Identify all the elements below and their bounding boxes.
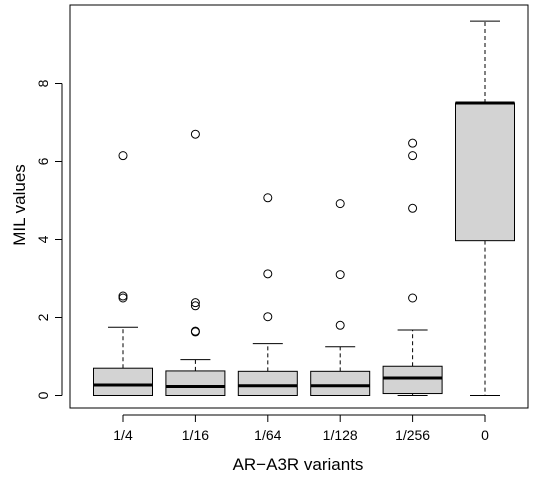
outlier-point	[190, 326, 200, 336]
y-tick-label: 4	[35, 235, 51, 243]
outlier-point	[118, 151, 128, 161]
outlier-point	[408, 203, 418, 213]
outlier-point	[263, 193, 273, 203]
box-iqr	[165, 370, 226, 396]
outlier-point	[335, 270, 345, 280]
outlier-point	[263, 269, 273, 279]
box-5	[382, 138, 443, 396]
outlier-point	[263, 312, 273, 322]
x-axis: 1/4 1/16 1/64 1/128 1/256 0	[113, 414, 489, 443]
outlier-point	[118, 293, 128, 303]
outlier-point	[190, 129, 200, 139]
y-tick-label: 8	[35, 79, 51, 87]
box-iqr	[310, 370, 371, 397]
box-6	[455, 20, 515, 396]
boxes-group	[93, 20, 515, 397]
y-tick-label: 0	[35, 391, 51, 399]
box-iqr	[382, 365, 443, 395]
outlier-point	[190, 301, 200, 311]
y-tick-label: 6	[35, 157, 51, 165]
outlier-point	[118, 291, 128, 301]
box-1	[93, 151, 153, 397]
x-axis-title: AR−A3R variants	[233, 455, 364, 474]
outlier-point	[408, 138, 418, 148]
outlier-point	[408, 151, 418, 161]
y-tick-label: 2	[35, 313, 51, 321]
outlier-point	[335, 320, 345, 330]
box-iqr	[93, 367, 153, 397]
box-iqr	[237, 370, 298, 397]
x-tick-label: 1/4	[113, 427, 133, 443]
box-2	[165, 129, 226, 396]
outlier-point	[335, 199, 345, 209]
x-tick-label: 1/64	[254, 427, 281, 443]
outlier-point	[190, 298, 200, 308]
x-tick-label: 1/128	[323, 427, 358, 443]
x-tick-label: 1/256	[395, 427, 430, 443]
y-axis: 0 2 4 6 8	[35, 79, 63, 399]
box-iqr	[455, 102, 515, 242]
box-3	[237, 193, 298, 397]
x-tick-label: 0	[481, 427, 489, 443]
box-4	[310, 199, 371, 397]
x-tick-label: 1/16	[182, 427, 209, 443]
outlier-point	[408, 293, 418, 303]
y-axis-title: MIL values	[10, 164, 29, 246]
plot-frame	[69, 4, 529, 409]
